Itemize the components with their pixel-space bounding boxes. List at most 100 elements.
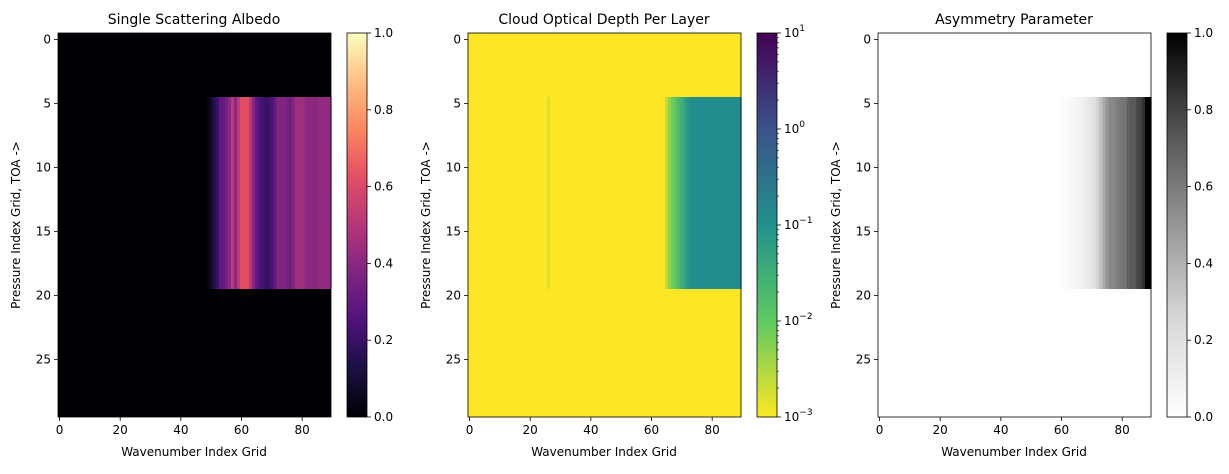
heatmap-cell — [604, 97, 609, 289]
panel-single-scattering-albedo: Single Scattering Albedo 0 20 40 60 80 0 5 10 1… — [9, 12, 393, 459]
colorbar-tick-label: 0.8 — [1194, 103, 1213, 117]
heatmap-cell — [583, 97, 587, 289]
heatmap-cell — [671, 97, 675, 289]
heatmap-cell — [1063, 97, 1067, 289]
x-tick-label: 20 — [523, 423, 538, 437]
heatmap-cells — [58, 33, 332, 417]
heatmap-cell — [559, 97, 563, 289]
heatmap-cell — [227, 97, 232, 289]
x-tick-label: 60 — [644, 423, 659, 437]
heatmap-cell — [622, 97, 627, 289]
heatmap-cell — [258, 97, 262, 289]
heatmap-cell — [236, 97, 241, 289]
heatmap-cell — [273, 97, 277, 289]
heatmap-cell — [1069, 97, 1073, 289]
heatmap-cell — [1117, 97, 1122, 289]
heatmap-cell — [1123, 97, 1128, 289]
heatmap-cell — [689, 97, 694, 289]
y-tick-label: 5 — [453, 96, 461, 110]
heatmap-cell — [324, 97, 329, 289]
heatmap-cell — [650, 97, 654, 289]
heatmap-cell — [668, 97, 672, 289]
heatmap-cell — [1135, 97, 1140, 289]
heatmap-cell — [640, 97, 645, 289]
colorbar-tick-label: 0.0 — [374, 410, 393, 424]
x-tick-label: 80 — [1115, 423, 1130, 437]
heatmap-cell — [634, 97, 639, 289]
heatmap-cell — [1093, 97, 1097, 289]
heatmap-cell — [653, 97, 657, 289]
colorbar — [1166, 32, 1188, 418]
heatmap-cell — [1099, 97, 1104, 289]
heatmap-cell — [695, 97, 700, 289]
heatmap-cell — [592, 97, 596, 289]
colorbar-ticks: 0.0 0.2 0.4 0.6 0.8 1.0 — [1187, 26, 1213, 424]
y-tick-label: 15 — [36, 224, 51, 238]
heatmap-cell — [206, 97, 211, 289]
heatmap-cell — [565, 97, 569, 289]
heatmap-cell — [209, 97, 214, 289]
heatmap-cell — [267, 97, 271, 289]
colorbar-tick-label: 101 — [784, 24, 805, 40]
heatmap-cell — [246, 97, 250, 289]
colorbar-ticks: 0.0 0.2 0.4 0.6 0.8 1.0 — [367, 26, 393, 424]
heatmap-cell — [243, 97, 247, 289]
heatmap-cell — [1087, 97, 1091, 289]
heatmap-cell — [707, 97, 712, 289]
heatmap-cell — [240, 97, 244, 289]
y-axis-label: Pressure Index Grid, TOA -> — [9, 141, 23, 309]
heatmap-cell — [722, 97, 727, 289]
x-tick-label: 60 — [234, 423, 249, 437]
heatmap-cell — [716, 97, 721, 289]
y-tick-label: 15 — [446, 224, 461, 238]
heatmap-cell — [728, 97, 733, 289]
x-tick-label: 20 — [113, 423, 128, 437]
heatmap-cell — [270, 97, 274, 289]
heatmap-cell — [574, 97, 578, 289]
y-tick-label: 20 — [446, 288, 461, 302]
heatmap-cell — [613, 97, 618, 289]
heatmap-cell — [680, 97, 684, 289]
heatmap-cell — [692, 97, 697, 289]
x-tick-label: 20 — [933, 423, 948, 437]
x-tick-label: 40 — [173, 423, 188, 437]
colorbar-tick-label: 0.4 — [374, 256, 393, 270]
y-tick-label: 20 — [36, 288, 51, 302]
heatmap-cell — [321, 97, 326, 289]
y-tick-label: 25 — [36, 352, 51, 366]
chart-title: Cloud Optical Depth Per Layer — [498, 12, 709, 28]
heatmap-cell — [686, 97, 691, 289]
y-tick-label: 15 — [856, 224, 871, 238]
x-tick-label: 40 — [993, 423, 1008, 437]
heatmap-cell — [674, 97, 678, 289]
heatmap-cell — [628, 97, 633, 289]
heatmap-cell — [1075, 97, 1079, 289]
y-tick-label: 0 — [43, 32, 51, 46]
heatmap-cell — [1096, 97, 1101, 289]
x-axis-label: Wavenumber Index Grid — [121, 445, 267, 459]
colorbar-tick-label: 1.0 — [1194, 26, 1213, 40]
colorbar-tick-exponent: −1 — [799, 216, 812, 226]
heatmap-cell — [300, 97, 305, 289]
heatmap-cell — [552, 97, 557, 289]
x-tick-label: 0 — [876, 423, 884, 437]
x-tick-label: 0 — [466, 423, 474, 437]
colorbar-tick-label: 1.0 — [374, 26, 393, 40]
heatmap-cell — [276, 97, 281, 289]
heatmap-cell — [1120, 97, 1125, 289]
heatmap-cell — [737, 97, 742, 289]
y-tick-label: 0 — [863, 32, 871, 46]
heatmap-cell — [616, 97, 621, 289]
heatmap-cell — [589, 97, 593, 289]
colorbar-tick-exponent: 0 — [799, 120, 805, 130]
heatmap-cell — [549, 97, 554, 289]
heatmap-cell — [1102, 97, 1107, 289]
colorbar-tick-exponent: 1 — [799, 24, 805, 34]
heatmap-cell — [1129, 97, 1134, 289]
x-ticks: 0 20 40 60 80 — [56, 417, 310, 437]
y-tick-label: 5 — [863, 96, 871, 110]
heatmap-cell — [619, 97, 624, 289]
heatmap-cell — [734, 97, 739, 289]
heatmap-cell — [255, 97, 259, 289]
